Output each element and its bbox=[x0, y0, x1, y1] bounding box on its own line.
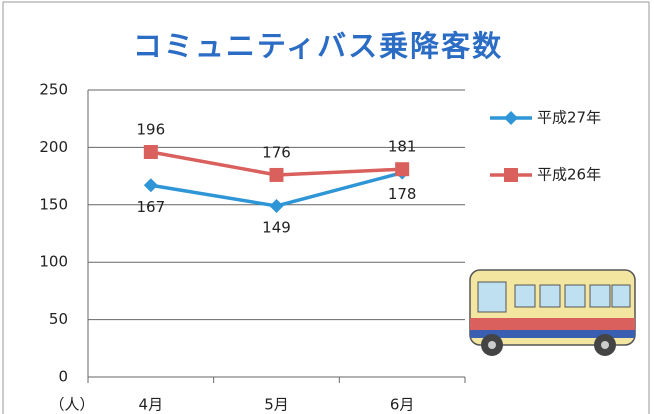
y-tick-label: 200 bbox=[39, 138, 68, 156]
data-label: 181 bbox=[388, 138, 417, 156]
data-label: 167 bbox=[137, 198, 166, 216]
data-point bbox=[395, 162, 410, 177]
bus-illustration bbox=[469, 269, 636, 356]
y-tick-label: 250 bbox=[39, 81, 68, 99]
legend-marker bbox=[504, 111, 518, 125]
data-point bbox=[143, 178, 158, 193]
data-point bbox=[269, 198, 284, 213]
data-label: 176 bbox=[262, 143, 291, 161]
y-tick-label: 100 bbox=[39, 253, 68, 271]
legend-label: 平成27年 bbox=[537, 109, 601, 127]
x-tick-label: 5月 bbox=[264, 396, 289, 414]
chart-title: コミュニティバス乗降客数 bbox=[133, 29, 503, 63]
data-point bbox=[143, 144, 158, 159]
y-unit: （人） bbox=[49, 396, 94, 414]
data-label: 149 bbox=[262, 218, 291, 236]
y-tick-label: 0 bbox=[58, 368, 68, 386]
data-label: 196 bbox=[137, 120, 166, 138]
y-tick-label: 50 bbox=[49, 310, 68, 328]
y-tick-label: 150 bbox=[39, 195, 68, 213]
data-point bbox=[269, 167, 284, 182]
legend-label: 平成26年 bbox=[537, 166, 601, 184]
x-tick-label: 6月 bbox=[390, 396, 415, 414]
data-label: 178 bbox=[388, 185, 417, 203]
x-tick-label: 4月 bbox=[139, 396, 164, 414]
legend-marker bbox=[504, 168, 518, 182]
